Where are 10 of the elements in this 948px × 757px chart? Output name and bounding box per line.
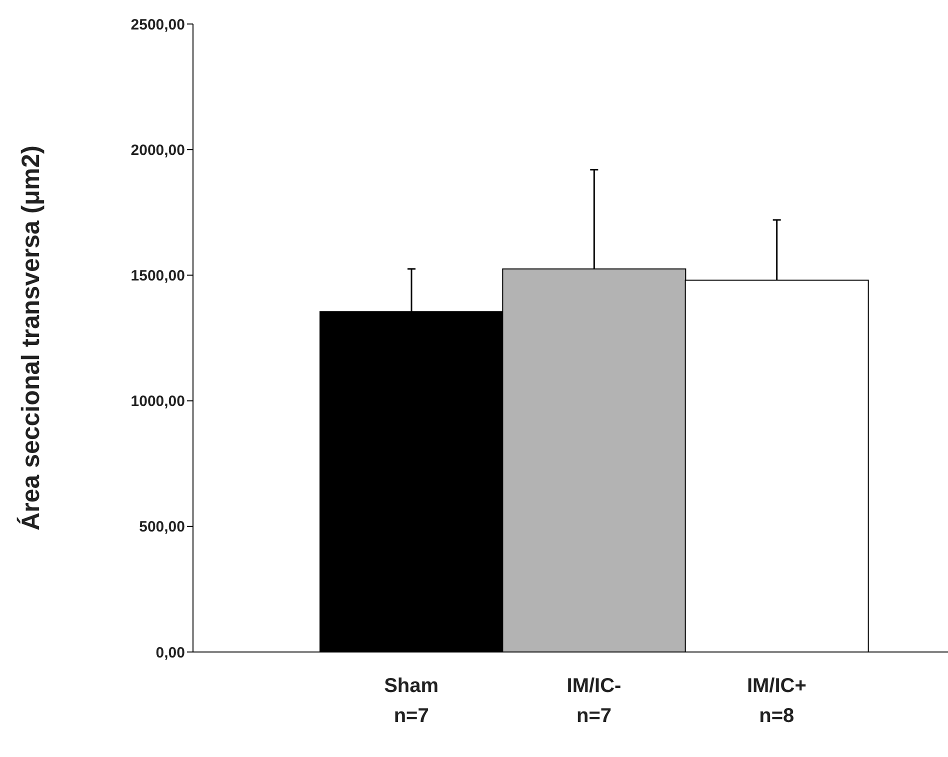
x-tick-label: IM/IC+ n=8 bbox=[746, 675, 806, 727]
y-tick-label: 0,00 bbox=[156, 644, 185, 662]
y-tick-label: 1500,00 bbox=[130, 268, 185, 285]
y-tick-label: 1000,00 bbox=[130, 393, 185, 410]
y-tick-label: 500,00 bbox=[139, 518, 185, 536]
y-tick-label: 2000,00 bbox=[130, 142, 185, 159]
y-axis-title: Área seccional transversa (μm2) bbox=[16, 146, 45, 530]
x-tick-label: IM/IC- n=7 bbox=[566, 675, 622, 727]
x-tick-label: Sham n=7 bbox=[384, 675, 439, 727]
y-tick-label: 2500,00 bbox=[130, 16, 185, 34]
